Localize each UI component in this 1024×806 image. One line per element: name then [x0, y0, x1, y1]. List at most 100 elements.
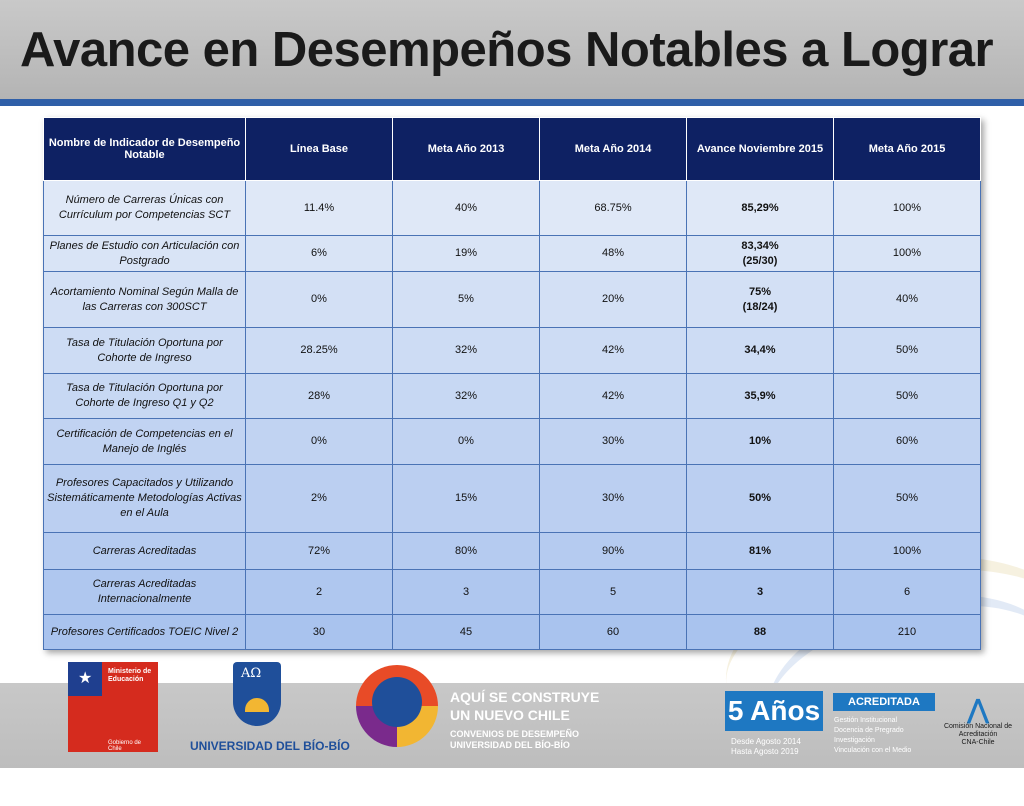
cell-avance-nov-2015: 34,4% [686, 327, 834, 374]
convenio-circle-logo [356, 665, 438, 747]
cell-meta-2015: 100% [833, 180, 981, 236]
table-header-row: Nombre de Indicador de Desempeño Notable… [43, 117, 981, 181]
cell-meta-2014: 60 [539, 614, 687, 650]
area-item: Gestión Institucional [834, 717, 898, 724]
table-row: Profesores Certificados TOEIC Nivel 2 30 4… [43, 614, 981, 650]
cell-avance-nov-2015: 75% (18/24) [686, 271, 834, 328]
aqui-line-2: UN NUEVO CHILE [450, 707, 570, 723]
cell-linea-base: 11.4% [245, 180, 393, 236]
cell-meta-2013: 19% [392, 235, 540, 272]
convenios-text: CONVENIOS DE DESEMPEÑO UNIVERSIDAD DEL B… [450, 729, 579, 751]
cell-meta-2015: 100% [833, 532, 981, 570]
cell-meta-2014: 90% [539, 532, 687, 570]
cell-avance-nov-2015: 81% [686, 532, 834, 570]
page-title: Avance en Desempeños Notables a Lograr [20, 23, 994, 77]
cell-meta-2014: 30% [539, 418, 687, 465]
hasta-text: Hasta Agosto 2019 [731, 747, 799, 756]
cell-linea-base: 0% [245, 418, 393, 465]
cell-linea-base: 72% [245, 532, 393, 570]
area-item: Vinculación con el Medio [834, 747, 912, 754]
sun-icon [245, 698, 269, 712]
cell-linea-base: 2 [245, 569, 393, 615]
cell-meta-2013: 5% [392, 271, 540, 328]
cell-indicator-name: Profesores Capacitados y Utilizando Sist… [43, 464, 246, 533]
header-meta-2014: Meta Año 2014 [539, 117, 687, 181]
cell-meta-2013: 0% [392, 418, 540, 465]
table-row: Tasa de Titulación Oportuna por Cohorte … [43, 373, 981, 419]
cell-meta-2013: 32% [392, 327, 540, 374]
gobierno-text: Gobierno de Chile [108, 740, 142, 752]
cell-meta-2015: 40% [833, 271, 981, 328]
cell-indicator-name: Acortamiento Nominal Según Malla de las … [43, 271, 246, 328]
cell-meta-2015: 210 [833, 614, 981, 650]
cna-mark-icon: ⋀ [967, 694, 989, 724]
aqui-slogan: AQUÍ SE CONSTRUYE UN NUEVO CHILE [450, 688, 599, 724]
convenios-line-1: CONVENIOS DE DESEMPEÑO [450, 729, 580, 739]
cell-meta-2014: 68.75% [539, 180, 687, 236]
cell-meta-2015: 50% [833, 327, 981, 374]
cell-linea-base: 0% [245, 271, 393, 328]
cell-meta-2014: 20% [539, 271, 687, 328]
accreditation-period: Desde Agosto 2014 Hasta Agosto 2019 [731, 737, 801, 757]
table-row: Certificación de Competencias en el Mane… [43, 418, 981, 465]
cell-avance-nov-2015: 3 [686, 569, 834, 615]
convenios-line-2: UNIVERSIDAD DEL BÍO-BÍO [450, 740, 570, 750]
header-meta-2013: Meta Año 2013 [392, 117, 540, 181]
acreditada-badge: ACREDITADA [833, 693, 935, 711]
cell-indicator-name: Carreras Acreditadas Internacionalmente [43, 569, 246, 615]
header-meta-2015: Meta Año 2015 [833, 117, 981, 181]
cell-avance-nov-2015: 35,9% [686, 373, 834, 419]
cell-linea-base: 30 [245, 614, 393, 650]
cinco-anos-badge: 5 Años [725, 691, 823, 731]
area-item: Docencia de Pregrado [834, 727, 904, 734]
cell-meta-2014: 48% [539, 235, 687, 272]
cna-logo: ⋀ Comisión Nacional de Acreditación CNA-… [943, 695, 1013, 747]
cell-avance-nov-2015: 50% [686, 464, 834, 533]
cell-avance-nov-2015: 83,34% (25/30) [686, 235, 834, 272]
aqui-line-1: AQUÍ SE CONSTRUYE [450, 689, 600, 705]
table-row: Carreras Acreditadas 72% 80% 90% 81% 100% [43, 532, 981, 570]
cell-meta-2015: 100% [833, 235, 981, 272]
ubb-name: UNIVERSIDAD DEL BÍO-BÍO [190, 739, 350, 753]
star-icon: ★ [78, 670, 93, 687]
table-row: Planes de Estudio con Articulación con P… [43, 235, 981, 272]
cell-meta-2015: 50% [833, 464, 981, 533]
cell-meta-2015: 60% [833, 418, 981, 465]
cell-meta-2014: 5 [539, 569, 687, 615]
header-indicator-name: Nombre de Indicador de Desempeño Notable [43, 117, 246, 181]
cell-meta-2015: 50% [833, 373, 981, 419]
cell-meta-2014: 42% [539, 327, 687, 374]
cell-indicator-name: Planes de Estudio con Articulación con P… [43, 235, 246, 272]
cna-name: Comisión Nacional de Acreditación [943, 723, 1013, 738]
cell-avance-nov-2015: 10% [686, 418, 834, 465]
indicators-table: Nombre de Indicador de Desempeño Notable… [43, 117, 981, 650]
cell-indicator-name: Tasa de Titulación Oportuna por Cohorte … [43, 327, 246, 374]
cell-indicator-name: Tasa de Titulación Oportuna por Cohorte … [43, 373, 246, 419]
cell-meta-2013: 3 [392, 569, 540, 615]
table-row: Tasa de Titulación Oportuna por Cohorte … [43, 327, 981, 374]
cell-meta-2013: 32% [392, 373, 540, 419]
ubb-shield-logo: AΩ [233, 662, 281, 726]
cell-meta-2015: 6 [833, 569, 981, 615]
desde-text: Desde Agosto 2014 [731, 737, 801, 746]
accreditation-areas: Gestión Institucional Docencia de Pregra… [834, 716, 911, 756]
cell-linea-base: 6% [245, 235, 393, 272]
cell-linea-base: 28% [245, 373, 393, 419]
cell-indicator-name: Número de Carreras Únicas con Currículum… [43, 180, 246, 236]
cell-avance-nov-2015: 85,29% [686, 180, 834, 236]
table-row: Acortamiento Nominal Según Malla de las … [43, 271, 981, 328]
cell-indicator-name: Carreras Acreditadas [43, 532, 246, 570]
cell-meta-2013: 80% [392, 532, 540, 570]
header-avance-nov-2015: Avance Noviembre 2015 [686, 117, 834, 181]
table-row: Carreras Acreditadas Internacionalmente 2… [43, 569, 981, 615]
cell-linea-base: 2% [245, 464, 393, 533]
cna-short: CNA-Chile [961, 739, 995, 746]
cell-indicator-name: Certificación de Competencias en el Mane… [43, 418, 246, 465]
title-bar: Avance en Desempeños Notables a Lograr [0, 0, 1024, 100]
table-row: Número de Carreras Únicas con Currículum… [43, 180, 981, 236]
ministerio-logo: ★ Ministerio de Educación Gobierno de Ch… [68, 662, 158, 752]
ministerio-text: Ministerio de Educación [108, 668, 152, 683]
area-item: Investigación [834, 737, 875, 744]
alpha-omega-mark: AΩ [241, 666, 262, 681]
cell-indicator-name: Profesores Certificados TOEIC Nivel 2 [43, 614, 246, 650]
